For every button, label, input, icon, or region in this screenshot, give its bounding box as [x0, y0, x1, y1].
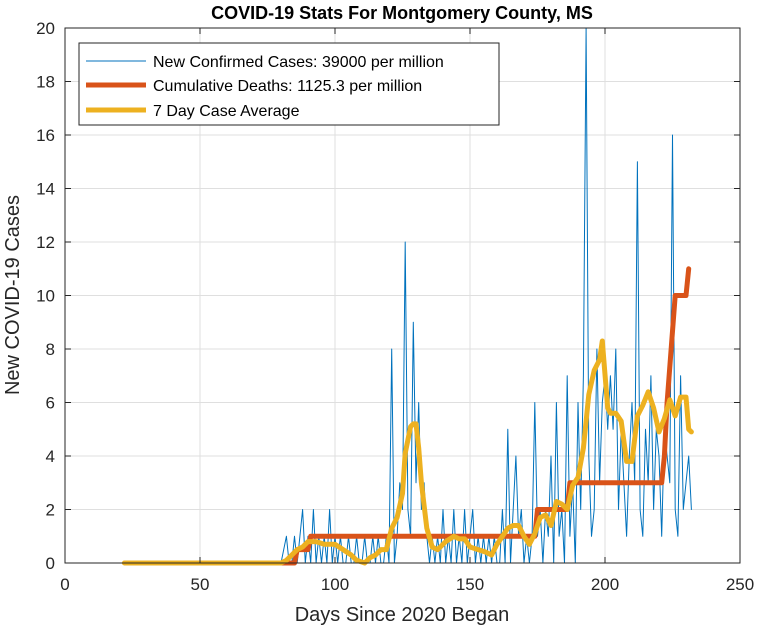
y-tick-label: 10 [36, 287, 55, 306]
y-tick-label: 4 [46, 447, 55, 466]
y-axis-title: New COVID-19 Cases [2, 195, 24, 395]
x-tick-label: 250 [726, 575, 754, 594]
y-tick-label: 16 [36, 126, 55, 145]
x-tick-label: 100 [321, 575, 349, 594]
x-tick-label: 150 [456, 575, 484, 594]
legend-label-7day-average: 7 Day Case Average [153, 103, 300, 120]
x-tick-label: 50 [191, 575, 210, 594]
x-tick-label: 200 [591, 575, 619, 594]
y-tick-label: 8 [46, 340, 55, 359]
y-tick-label: 2 [46, 501, 55, 520]
series-7day-average-line [121, 338, 694, 566]
legend-label-new-cases: New Confirmed Cases: 39000 per million [153, 54, 444, 71]
y-tick-label: 12 [36, 233, 55, 252]
x-axis-title: Days Since 2020 Began [295, 604, 510, 626]
legend-label-deaths: Cumulative Deaths: 1125.3 per million [153, 78, 422, 95]
y-tick-label: 20 [36, 19, 55, 38]
y-tick-label: 6 [46, 394, 55, 413]
legend-box [78, 42, 500, 126]
y-tick-label: 18 [36, 73, 55, 92]
legend: New Confirmed Cases: 39000 per million C… [78, 42, 500, 126]
x-tick-label: 0 [60, 575, 69, 594]
axis-ticks: 0 50 100 150 200 250 0 2 4 6 8 10 12 14 16 18 20 [36, 19, 754, 594]
chart-title: COVID-19 Stats For Montgomery County, MS [211, 3, 593, 23]
y-tick-label: 0 [46, 554, 55, 573]
y-tick-label: 14 [36, 180, 55, 199]
